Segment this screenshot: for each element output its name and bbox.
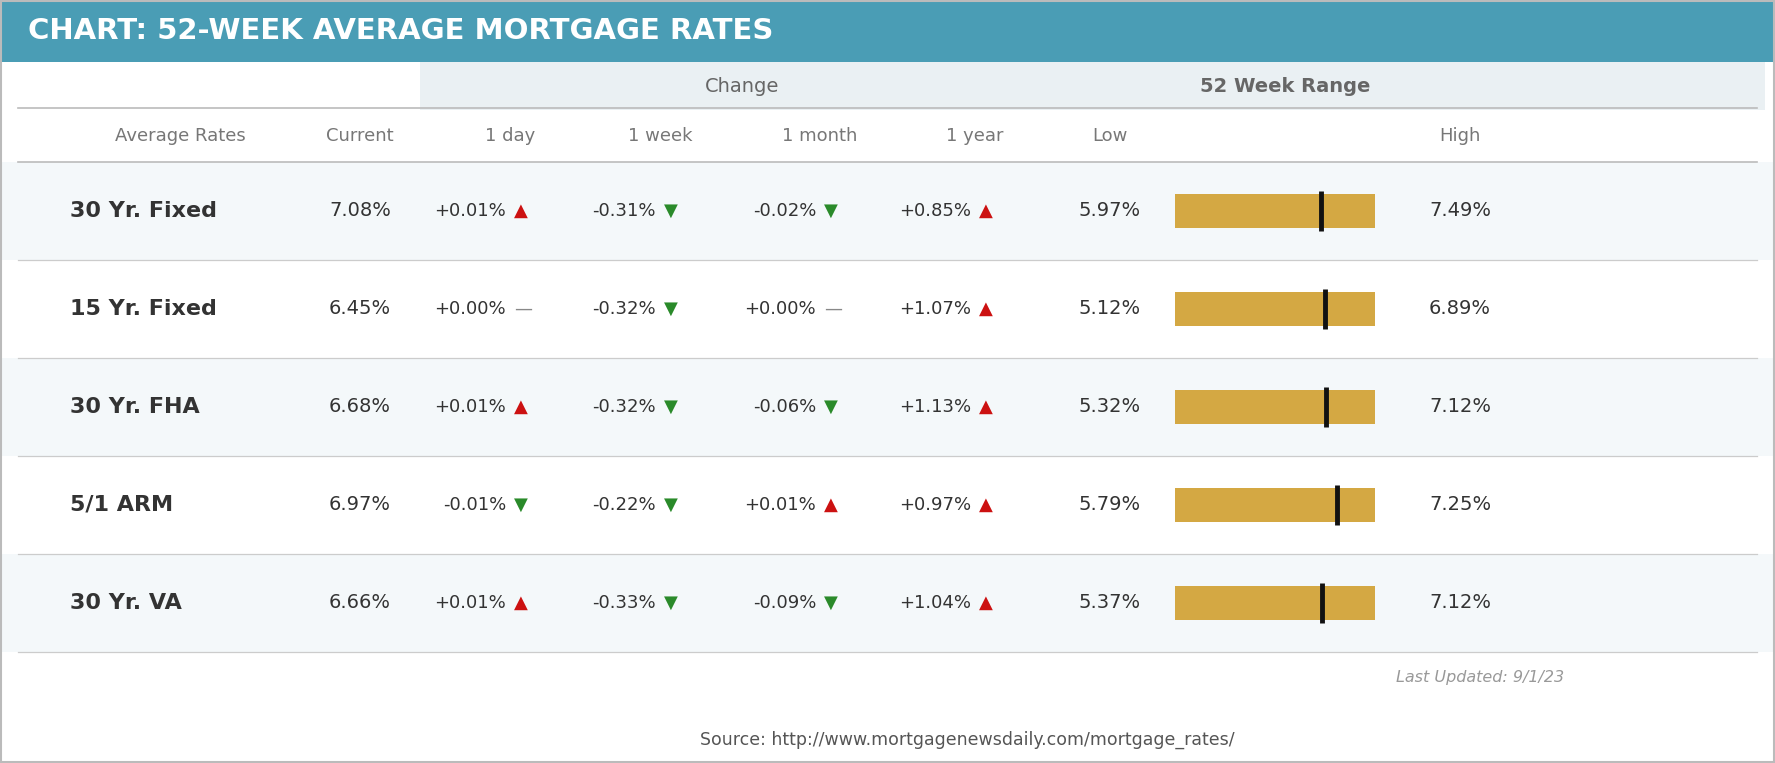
Text: ▼: ▼: [824, 594, 838, 612]
Text: 5.32%: 5.32%: [1079, 398, 1141, 417]
Text: 6.66%: 6.66%: [328, 594, 390, 613]
Text: 1 year: 1 year: [946, 127, 1003, 145]
Text: —: —: [824, 300, 841, 318]
Text: 6.45%: 6.45%: [328, 300, 390, 318]
Text: -0.32%: -0.32%: [593, 398, 657, 416]
Text: ▲: ▲: [980, 594, 992, 612]
FancyBboxPatch shape: [0, 260, 1775, 358]
Text: ▼: ▼: [664, 594, 678, 612]
Text: Last Updated: 9/1/23: Last Updated: 9/1/23: [1395, 670, 1564, 685]
Text: ▲: ▲: [515, 398, 527, 416]
Text: 1 week: 1 week: [628, 127, 692, 145]
Text: 5.97%: 5.97%: [1079, 201, 1141, 221]
Text: Low: Low: [1092, 127, 1127, 145]
Text: High: High: [1440, 127, 1480, 145]
FancyBboxPatch shape: [1051, 62, 1764, 110]
Text: ▼: ▼: [824, 202, 838, 220]
Text: +1.07%: +1.07%: [898, 300, 971, 318]
Text: +0.00%: +0.00%: [435, 300, 506, 318]
Text: —: —: [515, 300, 532, 318]
FancyBboxPatch shape: [0, 162, 1775, 260]
Text: -0.33%: -0.33%: [593, 594, 657, 612]
FancyBboxPatch shape: [1175, 390, 1376, 424]
Text: Current: Current: [327, 127, 394, 145]
Text: 6.97%: 6.97%: [328, 495, 390, 514]
Text: -0.02%: -0.02%: [753, 202, 817, 220]
Text: 30 Yr. VA: 30 Yr. VA: [69, 593, 181, 613]
Text: +0.01%: +0.01%: [744, 496, 817, 514]
FancyBboxPatch shape: [0, 456, 1775, 554]
Text: ▼: ▼: [664, 300, 678, 318]
Text: 7.49%: 7.49%: [1429, 201, 1491, 221]
Text: 5.37%: 5.37%: [1079, 594, 1141, 613]
FancyBboxPatch shape: [1175, 488, 1376, 522]
FancyBboxPatch shape: [0, 554, 1775, 652]
Text: 5/1 ARM: 5/1 ARM: [69, 495, 174, 515]
Text: +0.01%: +0.01%: [435, 398, 506, 416]
Text: Change: Change: [705, 76, 779, 95]
Text: ▼: ▼: [664, 202, 678, 220]
FancyBboxPatch shape: [1175, 292, 1376, 326]
Text: +0.97%: +0.97%: [898, 496, 971, 514]
Text: 15 Yr. Fixed: 15 Yr. Fixed: [69, 299, 217, 319]
FancyBboxPatch shape: [1051, 62, 1065, 110]
Text: -0.09%: -0.09%: [753, 594, 817, 612]
Text: 1 month: 1 month: [783, 127, 857, 145]
Text: 5.12%: 5.12%: [1079, 300, 1141, 318]
Text: ▲: ▲: [980, 300, 992, 318]
Text: -0.32%: -0.32%: [593, 300, 657, 318]
Text: Average Rates: Average Rates: [115, 127, 245, 145]
Text: -0.01%: -0.01%: [442, 496, 506, 514]
Text: 6.68%: 6.68%: [328, 398, 390, 417]
FancyBboxPatch shape: [0, 110, 1775, 162]
Text: 5.79%: 5.79%: [1079, 495, 1141, 514]
Text: +0.01%: +0.01%: [435, 202, 506, 220]
Text: ▲: ▲: [980, 202, 992, 220]
Text: +0.01%: +0.01%: [435, 594, 506, 612]
Text: ▼: ▼: [664, 398, 678, 416]
FancyBboxPatch shape: [1175, 194, 1376, 228]
Text: ▲: ▲: [515, 594, 527, 612]
Text: ▼: ▼: [664, 496, 678, 514]
Text: 30 Yr. FHA: 30 Yr. FHA: [69, 397, 201, 417]
Text: -0.31%: -0.31%: [593, 202, 657, 220]
Text: ▲: ▲: [980, 398, 992, 416]
Text: CHART: 52-WEEK AVERAGE MORTGAGE RATES: CHART: 52-WEEK AVERAGE MORTGAGE RATES: [28, 17, 774, 45]
Text: +1.04%: +1.04%: [898, 594, 971, 612]
Text: 1 day: 1 day: [485, 127, 534, 145]
FancyBboxPatch shape: [0, 358, 1775, 456]
Text: -0.22%: -0.22%: [593, 496, 657, 514]
Text: +0.85%: +0.85%: [898, 202, 971, 220]
Text: +1.13%: +1.13%: [898, 398, 971, 416]
Text: -0.06%: -0.06%: [753, 398, 817, 416]
Text: Source: http://www.mortgagenewsdaily.com/mortgage_rates/: Source: http://www.mortgagenewsdaily.com…: [699, 731, 1235, 749]
Text: 7.25%: 7.25%: [1429, 495, 1491, 514]
Text: 7.08%: 7.08%: [328, 201, 390, 221]
Text: 52 Week Range: 52 Week Range: [1200, 76, 1370, 95]
Text: 30 Yr. Fixed: 30 Yr. Fixed: [69, 201, 217, 221]
FancyBboxPatch shape: [1175, 586, 1376, 620]
FancyBboxPatch shape: [0, 62, 421, 110]
Text: ▲: ▲: [980, 496, 992, 514]
Text: ▼: ▼: [824, 398, 838, 416]
Text: +0.00%: +0.00%: [744, 300, 817, 318]
Text: ▼: ▼: [515, 496, 527, 514]
Text: ▲: ▲: [515, 202, 527, 220]
Text: ▲: ▲: [824, 496, 838, 514]
Text: 7.12%: 7.12%: [1429, 398, 1491, 417]
FancyBboxPatch shape: [421, 62, 1065, 110]
Text: 6.89%: 6.89%: [1429, 300, 1491, 318]
Text: 7.12%: 7.12%: [1429, 594, 1491, 613]
FancyBboxPatch shape: [0, 0, 1775, 62]
